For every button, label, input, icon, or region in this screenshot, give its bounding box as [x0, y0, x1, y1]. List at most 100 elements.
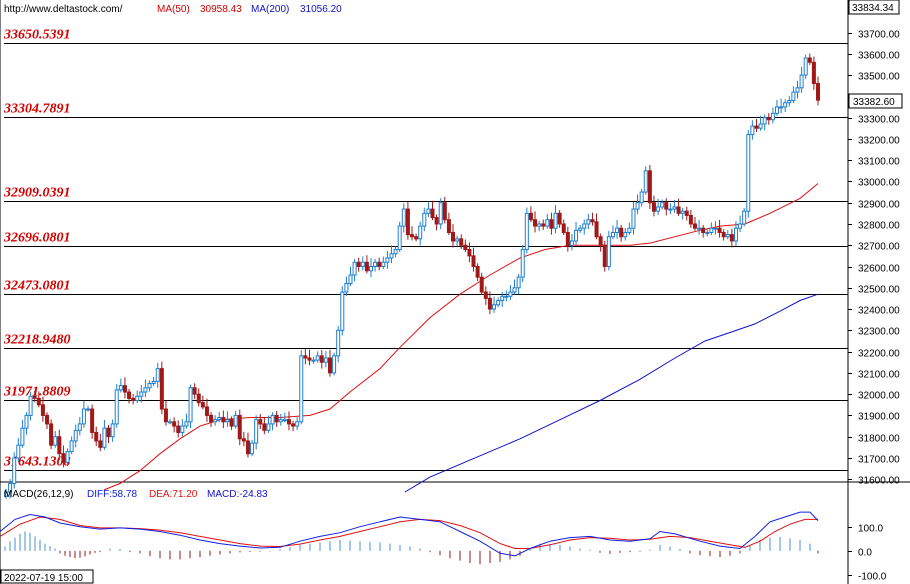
candle: [500, 291, 505, 307]
candle-body: [758, 123, 763, 129]
candle: [20, 419, 25, 448]
candle-body: [738, 223, 743, 229]
top-price-value: 33834.34: [852, 3, 894, 14]
candle-body: [397, 225, 402, 250]
candle: [676, 198, 681, 216]
candle: [623, 228, 628, 241]
candle: [451, 224, 456, 248]
level-label: 31971.8809: [3, 385, 71, 400]
candle: [192, 383, 197, 400]
candle: [65, 448, 70, 467]
candle: [385, 250, 390, 269]
candle: [733, 221, 738, 247]
macd-axis-ticks: 100.0 0.0 -100.0: [848, 524, 887, 583]
price-tick-label: 32600.00: [858, 264, 900, 275]
candle-body: [692, 223, 697, 229]
candle-body: [327, 357, 332, 374]
candle: [49, 419, 54, 450]
candle: [364, 255, 369, 274]
candle-body: [360, 261, 365, 268]
current-price-value: 33382.60: [853, 97, 895, 108]
candle-body: [389, 253, 394, 259]
candle: [127, 388, 132, 404]
candle: [168, 418, 173, 425]
candle: [12, 452, 17, 489]
candle-body: [598, 236, 603, 246]
candle: [57, 429, 62, 461]
candle-body: [168, 421, 173, 424]
candle-body: [77, 423, 82, 431]
candle: [729, 228, 734, 248]
candle: [147, 380, 152, 392]
candle-body: [81, 408, 86, 425]
candle-body: [65, 451, 70, 463]
candle: [241, 431, 246, 447]
candle-body: [504, 295, 509, 298]
candle-body: [455, 238, 460, 242]
candle: [307, 349, 312, 366]
candle: [204, 398, 209, 422]
candle: [381, 256, 386, 270]
candle: [582, 219, 587, 235]
candle: [266, 415, 271, 433]
candle-body: [102, 427, 107, 448]
candle-body: [578, 227, 583, 231]
candle: [524, 207, 529, 254]
candle: [110, 419, 115, 442]
candle-body: [73, 429, 78, 442]
candle: [578, 225, 583, 233]
candle-body: [430, 208, 435, 219]
candle: [717, 219, 722, 238]
candle-body: [20, 427, 25, 446]
candle: [565, 226, 570, 252]
candle-body: [151, 380, 156, 385]
candle: [90, 404, 95, 439]
candle-body: [118, 385, 123, 391]
candle: [779, 98, 784, 114]
candle: [811, 56, 816, 90]
candle: [586, 213, 591, 230]
candle-body: [635, 202, 640, 210]
candle: [434, 214, 439, 231]
candle: [155, 362, 160, 388]
candle-body: [28, 395, 33, 416]
candle: [631, 202, 636, 235]
candle: [102, 419, 107, 450]
candle: [348, 266, 353, 287]
candle: [122, 377, 127, 399]
candle-body: [209, 414, 214, 423]
macd-value: MACD:-24.83: [207, 489, 268, 500]
candle-body: [516, 276, 521, 289]
candle: [762, 114, 767, 131]
candle-body: [110, 423, 115, 438]
candle-body: [774, 106, 779, 114]
candle: [508, 285, 513, 301]
candle-body: [483, 291, 488, 299]
candle-body: [569, 240, 574, 246]
candle: [528, 206, 533, 223]
candle: [53, 430, 58, 448]
candle-body: [418, 225, 423, 240]
candle: [807, 53, 812, 65]
candle-body: [664, 202, 669, 210]
candle: [414, 233, 419, 242]
candle-body: [250, 442, 255, 455]
candle: [356, 257, 361, 272]
candle: [172, 417, 177, 433]
price-tick-label: 31900.00: [858, 412, 900, 423]
candle-body: [266, 423, 271, 431]
candle-body: [184, 421, 189, 427]
candle-body: [545, 219, 550, 227]
candle: [713, 221, 718, 235]
candle-body: [159, 368, 164, 410]
candle: [684, 206, 689, 221]
candle-body: [348, 274, 353, 285]
candle: [783, 99, 788, 113]
candle-body: [438, 202, 443, 225]
candle: [389, 245, 394, 264]
candle: [368, 258, 373, 278]
candle-body: [213, 419, 218, 423]
candle-body: [795, 87, 800, 93]
macd-panel: [0, 511, 819, 565]
candle: [295, 417, 300, 430]
